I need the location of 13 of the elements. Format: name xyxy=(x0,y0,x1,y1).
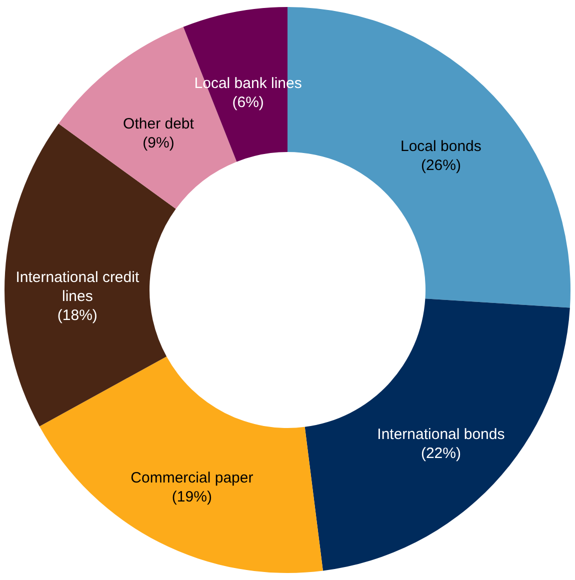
data-label: (26%) xyxy=(420,156,461,174)
data-label: (6%) xyxy=(232,94,264,112)
slice-label: Local bonds xyxy=(400,138,482,155)
data-label: (9%) xyxy=(142,134,174,152)
donut-slice xyxy=(304,298,570,571)
slice-label: Other debt xyxy=(123,116,195,133)
data-label: (18%) xyxy=(57,306,98,324)
data-label: (19%) xyxy=(172,488,212,506)
slice-label: Commercial paper xyxy=(130,470,254,487)
data-label: (22%) xyxy=(420,445,461,462)
slice-label: International credit lines xyxy=(16,268,140,305)
slice-label: International bonds xyxy=(377,426,505,444)
donut-slice xyxy=(40,356,323,573)
